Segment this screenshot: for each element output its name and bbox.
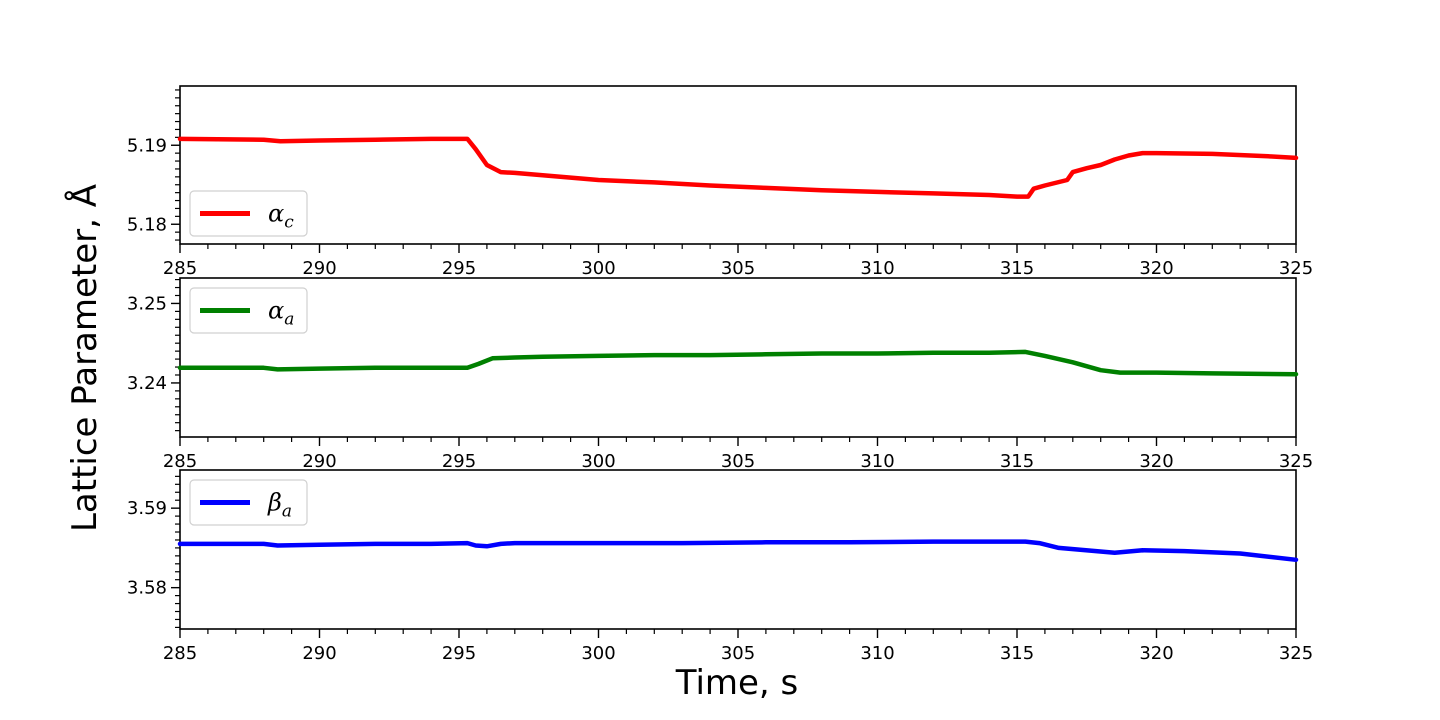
x-tick-label: 300 <box>581 643 615 664</box>
x-tick-label: 300 <box>581 258 615 279</box>
y-tick-label: 3.58 <box>127 578 167 599</box>
x-tick-label: 290 <box>302 451 336 472</box>
panel-2: 285 290 295 300 305 310 315 320 325 3.24 3.25 αa <box>127 277 1313 472</box>
x-tick-label: 315 <box>1000 451 1034 472</box>
x-tick-label: 285 <box>163 258 197 279</box>
legend-subscript: c <box>284 213 294 233</box>
legend-subscript: a <box>282 502 292 522</box>
x-tick-label: 310 <box>860 258 894 279</box>
x-tick-label: 310 <box>860 451 894 472</box>
series-line <box>177 539 1299 563</box>
x-tick-label: 295 <box>442 451 476 472</box>
x-tick-label: 310 <box>860 643 894 664</box>
y-tick-label: 3.24 <box>127 373 167 394</box>
series-line <box>177 349 1299 377</box>
x-tick-label: 315 <box>1000 643 1034 664</box>
x-tick-label: 285 <box>163 643 197 664</box>
x-tick-label: 295 <box>442 643 476 664</box>
axes-frame <box>179 277 1297 438</box>
x-tick-label: 305 <box>721 643 755 664</box>
x-tick-label: 290 <box>302 643 336 664</box>
x-tick-label: 320 <box>1139 451 1173 472</box>
y-tick-label: 3.59 <box>127 498 167 519</box>
x-tick-label: 295 <box>442 258 476 279</box>
legend: αc <box>189 190 308 237</box>
x-axis-title: Time, s <box>675 663 799 703</box>
series-line <box>177 136 1299 199</box>
legend-subscript: a <box>284 310 294 330</box>
y-tick-label: 5.18 <box>127 214 167 235</box>
x-tick-label: 320 <box>1139 258 1173 279</box>
x-tick-label: 290 <box>302 258 336 279</box>
x-tick-label: 325 <box>1279 451 1313 472</box>
x-tick-label: 325 <box>1279 258 1313 279</box>
y-tick-label: 5.19 <box>127 135 167 156</box>
panel-3: 285 290 295 300 305 310 315 320 325 3.58 3.59 βa <box>127 469 1313 664</box>
panel-1: 285 290 295 300 305 310 315 320 325 5.18 5.19 αc <box>127 85 1313 279</box>
x-tick-label: 320 <box>1139 643 1173 664</box>
y-tick-label: 3.25 <box>127 293 167 314</box>
x-tick-label: 285 <box>163 451 197 472</box>
y-axis-title: Lattice Parameter, Å <box>64 184 105 532</box>
panels-group: 285 290 295 300 305 310 315 320 3255.185.19αc285… <box>127 85 1313 664</box>
axes-frame <box>179 85 1297 245</box>
x-tick-label: 325 <box>1279 643 1313 664</box>
x-tick-label: 300 <box>581 451 615 472</box>
x-tick-label: 305 <box>721 451 755 472</box>
legend: βa <box>189 479 308 526</box>
x-tick-label: 305 <box>721 258 755 279</box>
x-tick-label: 315 <box>1000 258 1034 279</box>
legend: αa <box>189 287 308 334</box>
